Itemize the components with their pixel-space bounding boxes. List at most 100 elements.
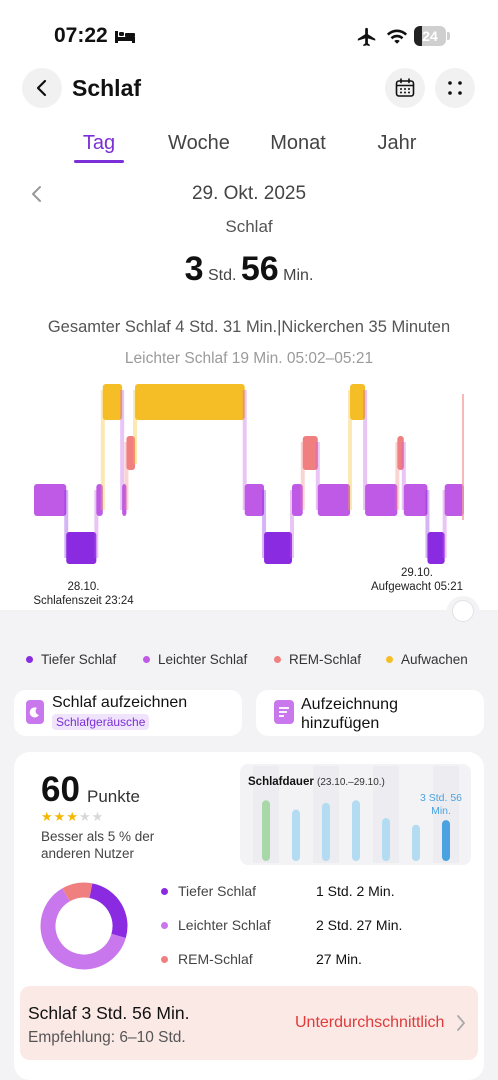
stage-row-light: Leichter Schlaf 2 Std. 27 Min.	[161, 916, 461, 936]
score-comparison: Besser als 5 % der anderen Nutzer	[41, 829, 155, 861]
stage-distribution-donut	[40, 882, 128, 970]
score-stars: ★★★★★	[41, 809, 104, 825]
sleep-duration-chart[interactable]: Schlafdauer (23.10.–29.10.) 3 Std. 56 Mi…	[240, 764, 471, 865]
sleep-segment[interactable]	[302, 436, 318, 470]
duration-minutes-unit: Min.	[283, 267, 314, 284]
sleep-segment[interactable]	[34, 484, 67, 516]
calendar-button[interactable]	[385, 68, 425, 108]
tab-monat[interactable]: Monat	[270, 132, 326, 154]
legend-item: Tiefer Schlaf	[26, 652, 116, 667]
record-sleep-button[interactable]: Schlaf aufzeichnen Schlafgeräusche	[14, 690, 242, 736]
stage-legend: Tiefer Schlaf Leichter Schlaf REM-Schlaf…	[0, 652, 498, 670]
bed-icon	[114, 28, 136, 49]
duration-bar[interactable]	[292, 809, 300, 861]
chart-end-label: 29.10. Aufgewacht 05:21	[358, 566, 476, 594]
chart-end-time: Aufgewacht 05:21	[370, 581, 464, 593]
tab-tag[interactable]: Tag	[82, 132, 116, 154]
sleep-score: 60	[41, 770, 80, 809]
sleep-segment[interactable]	[96, 484, 103, 516]
add-record-icon	[274, 700, 294, 724]
chart-start-time: Schlafenszeit 23:24	[33, 595, 134, 607]
time-slider-handle[interactable]	[452, 600, 474, 622]
sleep-sounds-badge: Schlafgeräusche	[52, 714, 150, 730]
chevron-left-icon	[36, 79, 47, 97]
duration-bar[interactable]	[262, 800, 270, 861]
tab-jahr[interactable]: Jahr	[377, 132, 417, 154]
recommendation-status: Unterdurchschnittlich	[295, 1014, 445, 1031]
duration-bar[interactable]	[352, 800, 360, 861]
sleep-segment[interactable]	[365, 484, 398, 516]
calendar-icon	[395, 78, 415, 97]
sleep-segment[interactable]	[292, 484, 303, 516]
add-record-button[interactable]: Aufzeichnung hinzufügen	[256, 690, 484, 736]
sleep-segment[interactable]	[102, 384, 123, 420]
sleep-segment[interactable]	[264, 532, 292, 564]
stage-row-rem: REM-Schlaf 27 Min.	[161, 950, 461, 970]
stage-row-deep: Tiefer Schlaf 1 Std. 2 Min.	[161, 882, 461, 902]
sleep-segment[interactable]	[135, 384, 245, 420]
sleep-segment[interactable]	[444, 484, 464, 516]
sleep-stage-graph[interactable]	[0, 380, 498, 612]
star-icon: ★	[91, 809, 105, 824]
legend-item: Aufwachen	[386, 652, 468, 667]
selected-segment-info: Leichter Schlaf 19 Min. 05:02–05:21	[124, 350, 374, 367]
star-icon: ★	[41, 809, 54, 824]
duration-bar[interactable]	[382, 818, 390, 861]
app-header: Schlaf	[0, 68, 498, 112]
sleep-segment[interactable]	[244, 484, 265, 516]
sleep-segment[interactable]	[66, 532, 97, 564]
chevron-left-icon	[32, 186, 41, 202]
duration-bar[interactable]	[442, 820, 450, 861]
duration-chart-range: (23.10.–29.10.)	[317, 777, 385, 788]
donut-slice	[40, 882, 128, 970]
wifi-icon	[386, 26, 408, 51]
recommendation-subtitle: Empfehlung: 6–10 Std.	[28, 1029, 186, 1046]
duration-chart-title: Schlafdauer	[248, 776, 314, 788]
active-tab-indicator	[74, 160, 124, 163]
more-dots-icon	[448, 81, 462, 95]
sleep-segment[interactable]	[403, 484, 428, 516]
chart-end-date: 29.10.	[401, 567, 433, 579]
legend-item: REM-Schlaf	[274, 652, 361, 667]
previous-day-button[interactable]	[30, 184, 44, 209]
duration-hours: 3	[184, 250, 204, 288]
sleep-segment[interactable]	[126, 436, 136, 470]
sleep-segment[interactable]	[427, 532, 445, 564]
sleep-stage-chart[interactable]: 28.10. Schlafenszeit 23:24 29.10. Aufgew…	[0, 380, 498, 612]
duration-bar[interactable]	[322, 802, 330, 861]
star-icon: ★	[78, 809, 92, 824]
status-bar: 07:22 24	[0, 0, 498, 72]
airplane-mode-icon	[356, 26, 378, 53]
duration-minutes: 56	[240, 250, 279, 288]
sleep-duration: 3 Std. 56 Min.	[0, 250, 498, 289]
legend-item: Leichter Schlaf	[143, 652, 247, 667]
sleep-record-icon	[26, 700, 44, 724]
sleep-summary: Gesamter Schlaf 4 Std. 31 Min.|Nickerche…	[47, 318, 451, 336]
chart-start-label: 28.10. Schlafenszeit 23:24	[26, 580, 141, 608]
date-navigation: 29. Okt. 2025	[0, 182, 498, 208]
back-button[interactable]	[22, 68, 62, 108]
star-icon: ★	[53, 809, 67, 824]
sleep-label: Schlaf	[225, 217, 273, 236]
duration-bar[interactable]	[412, 824, 420, 861]
period-tabs: Tag Woche Monat Jahr	[0, 132, 498, 172]
star-icon: ★	[66, 809, 79, 824]
status-time: 07:22	[54, 24, 108, 47]
battery-indicator: 24	[414, 26, 450, 46]
current-date: 29. Okt. 2025	[191, 183, 307, 204]
sleep-segment[interactable]	[397, 436, 404, 470]
sleep-details-card: 60 Punkte ★★★★★ Besser als 5 % der ander…	[14, 752, 484, 1080]
sleep-segment[interactable]	[122, 484, 127, 516]
more-options-button[interactable]	[435, 68, 475, 108]
chart-start-date: 28.10.	[67, 581, 100, 593]
sleep-segment[interactable]	[317, 484, 351, 516]
duration-recommendation[interactable]: Schlaf 3 Std. 56 Min. Empfehlung: 6–10 S…	[20, 986, 478, 1060]
duration-hours-unit: Std.	[207, 267, 237, 284]
recommendation-title: Schlaf 3 Std. 56 Min.	[28, 1003, 190, 1023]
sleep-segment[interactable]	[350, 384, 366, 420]
sleep-score-unit: Punkte	[87, 787, 140, 806]
tab-woche[interactable]: Woche	[168, 132, 230, 154]
donut-slice	[40, 882, 128, 970]
chevron-right-icon	[456, 1014, 466, 1037]
duration-chart-latest: 3 Std. 56 Min.	[419, 792, 463, 817]
